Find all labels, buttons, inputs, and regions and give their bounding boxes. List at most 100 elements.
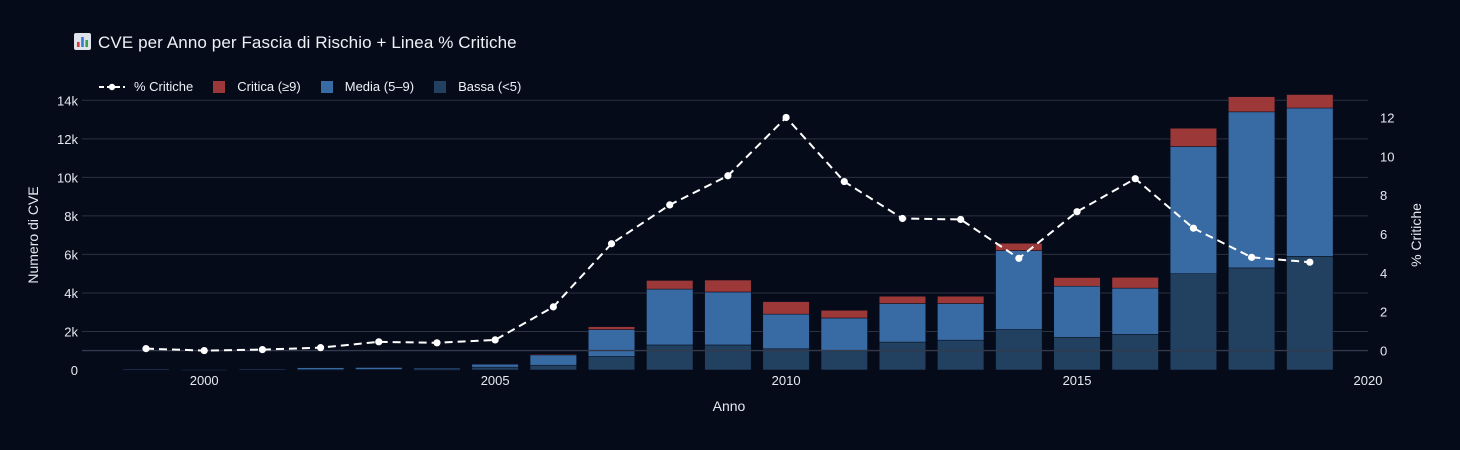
y-tick-label: 2k [64, 324, 78, 339]
critiche-point [375, 338, 383, 346]
y2-tick-label: 2 [1380, 305, 1387, 320]
legend-line-marker [99, 83, 125, 90]
y2-tick-label: 6 [1380, 227, 1387, 242]
legend-item-critiche-line[interactable]: % Critiche [98, 79, 193, 94]
bar-media [297, 367, 345, 370]
y-axis-label: Numero di CVE [25, 186, 41, 283]
x-axis-label: Anno [713, 398, 746, 414]
critiche-point [840, 177, 848, 186]
bar-critica [820, 310, 868, 319]
legend-item-bassa[interactable]: Bassa (<5) [434, 79, 521, 94]
bar-critica [1286, 94, 1334, 109]
critiche-point [666, 201, 674, 209]
bar-bassa [471, 366, 519, 371]
x-tick-label: 2015 [1063, 373, 1092, 388]
bar-bassa [1228, 267, 1276, 371]
y2-tick-label: 4 [1380, 266, 1387, 281]
x-tick-label: 2005 [481, 373, 510, 388]
bar-media [1169, 146, 1217, 274]
bar-bassa [1169, 273, 1217, 371]
y-tick-label: 14k [57, 93, 78, 108]
bar-bassa [820, 350, 868, 371]
legend-label: Media (5–9) [344, 79, 415, 94]
y-tick-label: 0 [71, 363, 78, 378]
bar-media [1286, 107, 1334, 257]
bar-critica [878, 295, 927, 304]
critiche-point [957, 215, 965, 224]
bar-critica [1053, 277, 1101, 287]
bar-bassa [1286, 256, 1334, 371]
y2-tick-label: 0 [1380, 344, 1387, 359]
bar-media [704, 291, 752, 346]
bar-bassa [646, 344, 694, 371]
bar-media [820, 317, 868, 351]
legend-swatch-bassa [434, 80, 447, 93]
legend-item-critica[interactable]: Critica (≥9) [213, 79, 301, 94]
bar-critica [937, 295, 985, 304]
legend-label: Bassa (<5) [458, 79, 522, 94]
y2-axis-label: % Critiche [1408, 203, 1424, 267]
bar-bassa [937, 339, 985, 371]
x-tick-label: 2020 [1354, 373, 1383, 388]
bar-critica [646, 280, 694, 290]
bar-media [471, 363, 519, 368]
chart-title-text: CVE per Anno per Fascia di Rischio + Lin… [98, 33, 517, 52]
chart-legend[interactable]: % Critiche Critica (≥9) Media (5–9) Bass… [98, 79, 541, 94]
y-tick-label: 10k [57, 170, 78, 185]
critiche-point [491, 336, 499, 344]
y2-tick-label: 12 [1380, 110, 1394, 125]
line-series [142, 113, 1314, 355]
y-tick-label: 6k [64, 247, 78, 262]
chart-title: CVE per Anno per Fascia di Rischio + Lin… [74, 33, 517, 53]
bar-critica [1228, 96, 1276, 113]
bar-bassa [1053, 337, 1101, 371]
bar-media [937, 303, 985, 341]
legend-label: Critica (≥9) [237, 79, 301, 94]
bar-bassa [529, 364, 577, 371]
y-tick-label: 12k [57, 132, 78, 147]
critiche-point [549, 303, 557, 311]
bar-media [529, 354, 577, 366]
bar-media [588, 329, 636, 357]
bar-bassa [588, 356, 636, 371]
bar-media [122, 369, 170, 371]
bar-media [762, 313, 810, 350]
bar-critica [529, 353, 577, 356]
critiche-point [1189, 224, 1198, 232]
critiche-point [782, 113, 790, 122]
bar-media [355, 367, 403, 370]
bar-media [1053, 285, 1101, 338]
critiche-point [200, 346, 208, 355]
legend-item-media[interactable]: Media (5–9) [320, 79, 415, 94]
critiche-point [1073, 208, 1081, 216]
critiche-point [433, 339, 441, 347]
bar-bassa [878, 341, 927, 371]
legend-swatch-media [320, 80, 333, 93]
y-tick-label: 4k [64, 286, 78, 301]
bar-media [1111, 287, 1159, 335]
critiche-point [316, 344, 325, 352]
bar-media [1228, 111, 1276, 269]
bar-media [180, 369, 228, 371]
x-tick-label: 2000 [190, 373, 219, 388]
x-tick-label: 2010 [772, 373, 801, 388]
critiche-point [1015, 254, 1023, 262]
bar-critica [1111, 277, 1159, 289]
critiche-point [1131, 175, 1139, 183]
bar-media [646, 288, 694, 346]
bar-critica [995, 242, 1043, 251]
bar-media [238, 369, 286, 371]
bar-critica [588, 326, 636, 330]
critiche-point [258, 346, 266, 354]
critiche-point [607, 240, 616, 248]
y2-tick-label: 8 [1380, 188, 1387, 203]
y2-tick-label: 10 [1380, 149, 1394, 164]
bar-media [878, 303, 927, 343]
bar-media [413, 368, 461, 370]
bar-bassa [762, 348, 810, 371]
bar-series [122, 94, 1334, 371]
bar-critica [762, 301, 810, 315]
legend-swatch-critica [213, 80, 226, 93]
